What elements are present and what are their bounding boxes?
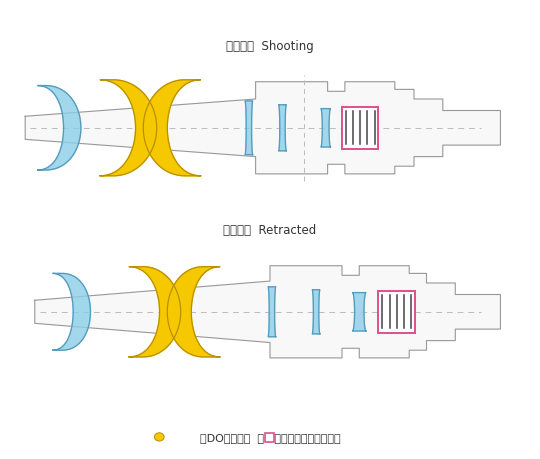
Bar: [379, 291, 415, 333]
Bar: [342, 107, 379, 150]
Polygon shape: [100, 81, 157, 176]
Polygon shape: [167, 267, 220, 357]
Polygon shape: [268, 287, 276, 337]
Polygon shape: [279, 106, 286, 151]
Text: 撮影状態  Shooting: 撮影状態 Shooting: [226, 39, 314, 52]
Text: はDOレンズ、  はISユニットを表します。: はDOレンズ、 はISユニットを表します。: [200, 432, 340, 442]
Text: 沈胴状態  Retracted: 沈胴状態 Retracted: [224, 223, 316, 236]
Polygon shape: [35, 266, 501, 358]
Polygon shape: [143, 81, 201, 176]
Polygon shape: [245, 102, 253, 155]
Polygon shape: [353, 293, 366, 331]
Polygon shape: [321, 109, 330, 148]
Polygon shape: [312, 290, 320, 334]
Polygon shape: [38, 86, 81, 171]
Polygon shape: [53, 274, 91, 350]
Polygon shape: [129, 267, 181, 357]
Polygon shape: [25, 83, 501, 174]
